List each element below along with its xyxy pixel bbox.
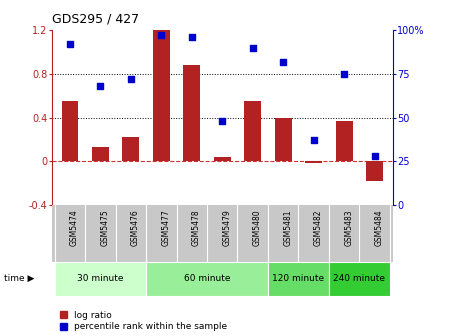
Bar bbox=[305, 161, 322, 164]
Point bbox=[340, 71, 348, 77]
Text: GSM5477: GSM5477 bbox=[161, 210, 170, 246]
Point bbox=[310, 138, 317, 143]
Point bbox=[158, 33, 165, 38]
Point bbox=[249, 45, 256, 50]
Text: GSM5475: GSM5475 bbox=[101, 210, 110, 246]
Bar bbox=[214, 157, 231, 161]
Legend: log ratio, percentile rank within the sample: log ratio, percentile rank within the sa… bbox=[56, 307, 231, 335]
Text: GSM5478: GSM5478 bbox=[192, 210, 201, 246]
Bar bbox=[183, 65, 200, 161]
Bar bbox=[275, 118, 291, 161]
Text: GSM5479: GSM5479 bbox=[222, 210, 231, 246]
Bar bbox=[62, 101, 78, 161]
Text: 240 minute: 240 minute bbox=[333, 275, 385, 283]
Bar bbox=[336, 121, 352, 161]
Point bbox=[280, 59, 287, 65]
Bar bbox=[366, 161, 383, 181]
Text: GSM5484: GSM5484 bbox=[374, 210, 383, 246]
Text: 120 minute: 120 minute bbox=[273, 275, 325, 283]
Bar bbox=[123, 137, 139, 161]
Text: GSM5474: GSM5474 bbox=[70, 210, 79, 246]
Point bbox=[66, 42, 74, 47]
Bar bbox=[146, 262, 268, 296]
Bar bbox=[329, 262, 390, 296]
Bar bbox=[92, 147, 109, 161]
Bar bbox=[268, 262, 329, 296]
Bar bbox=[55, 262, 146, 296]
Text: GSM5480: GSM5480 bbox=[253, 210, 262, 246]
Text: GSM5482: GSM5482 bbox=[314, 210, 323, 246]
Point bbox=[371, 153, 378, 159]
Text: GSM5476: GSM5476 bbox=[131, 210, 140, 246]
Text: 60 minute: 60 minute bbox=[184, 275, 230, 283]
Bar bbox=[244, 101, 261, 161]
Text: 30 minute: 30 minute bbox=[77, 275, 123, 283]
Point bbox=[127, 77, 134, 82]
Text: time ▶: time ▶ bbox=[4, 275, 35, 283]
Point bbox=[97, 83, 104, 89]
Point bbox=[188, 35, 195, 40]
Text: GDS295 / 427: GDS295 / 427 bbox=[52, 12, 139, 26]
Bar bbox=[153, 30, 170, 161]
Point bbox=[219, 118, 226, 124]
Text: GSM5481: GSM5481 bbox=[283, 210, 292, 246]
Text: GSM5483: GSM5483 bbox=[344, 210, 353, 246]
